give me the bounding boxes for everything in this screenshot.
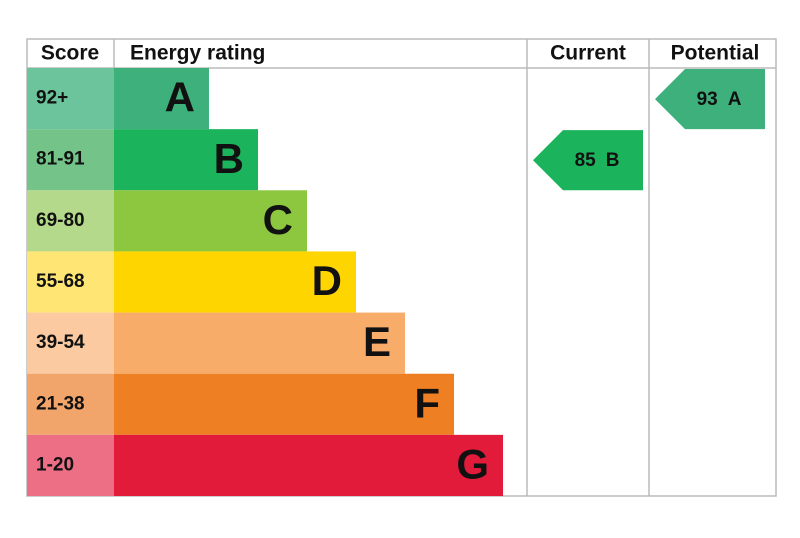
score-cell bbox=[27, 312, 114, 374]
score-label: 81-91 bbox=[36, 149, 85, 170]
arrow-label: 93 A bbox=[697, 89, 742, 110]
rating-letter: D bbox=[312, 257, 342, 304]
rating-bar bbox=[114, 190, 307, 252]
score-label: 39-54 bbox=[36, 332, 85, 353]
rating-letter: G bbox=[456, 441, 489, 488]
rating-letter: A bbox=[165, 74, 195, 121]
score-label: 1-20 bbox=[36, 454, 74, 475]
rating-bar bbox=[114, 312, 405, 374]
rating-arrow bbox=[533, 130, 643, 191]
score-cell bbox=[27, 251, 114, 313]
score-cell bbox=[27, 190, 114, 252]
rating-letter: B bbox=[214, 135, 244, 182]
arrow-label: 85 B bbox=[575, 150, 620, 171]
header-current: Current bbox=[550, 42, 626, 65]
rating-bar bbox=[114, 251, 356, 313]
rating-bar bbox=[114, 129, 258, 191]
score-label: 55-68 bbox=[36, 271, 85, 292]
score-label: 21-38 bbox=[36, 393, 85, 414]
rating-bar bbox=[114, 68, 209, 130]
score-label: 69-80 bbox=[36, 210, 85, 231]
header-rating: Energy rating bbox=[130, 42, 265, 65]
score-cell bbox=[27, 434, 114, 496]
rating-letter: C bbox=[263, 196, 293, 243]
score-label: 92+ bbox=[36, 88, 68, 109]
score-cell bbox=[27, 129, 114, 191]
rating-arrow bbox=[655, 69, 765, 130]
arrow-value: 93 bbox=[697, 89, 718, 110]
score-cell bbox=[27, 68, 114, 130]
arrow-letter: B bbox=[606, 150, 620, 171]
rating-bar bbox=[114, 373, 454, 435]
arrow-value: 85 bbox=[575, 150, 597, 171]
header-potential: Potential bbox=[671, 42, 760, 65]
rating-letter: E bbox=[363, 318, 391, 365]
header-score: Score bbox=[41, 42, 99, 65]
score-cell bbox=[27, 373, 114, 435]
rating-bar bbox=[114, 434, 503, 496]
rating-letter: F bbox=[414, 379, 440, 426]
arrow-letter: A bbox=[728, 89, 742, 110]
